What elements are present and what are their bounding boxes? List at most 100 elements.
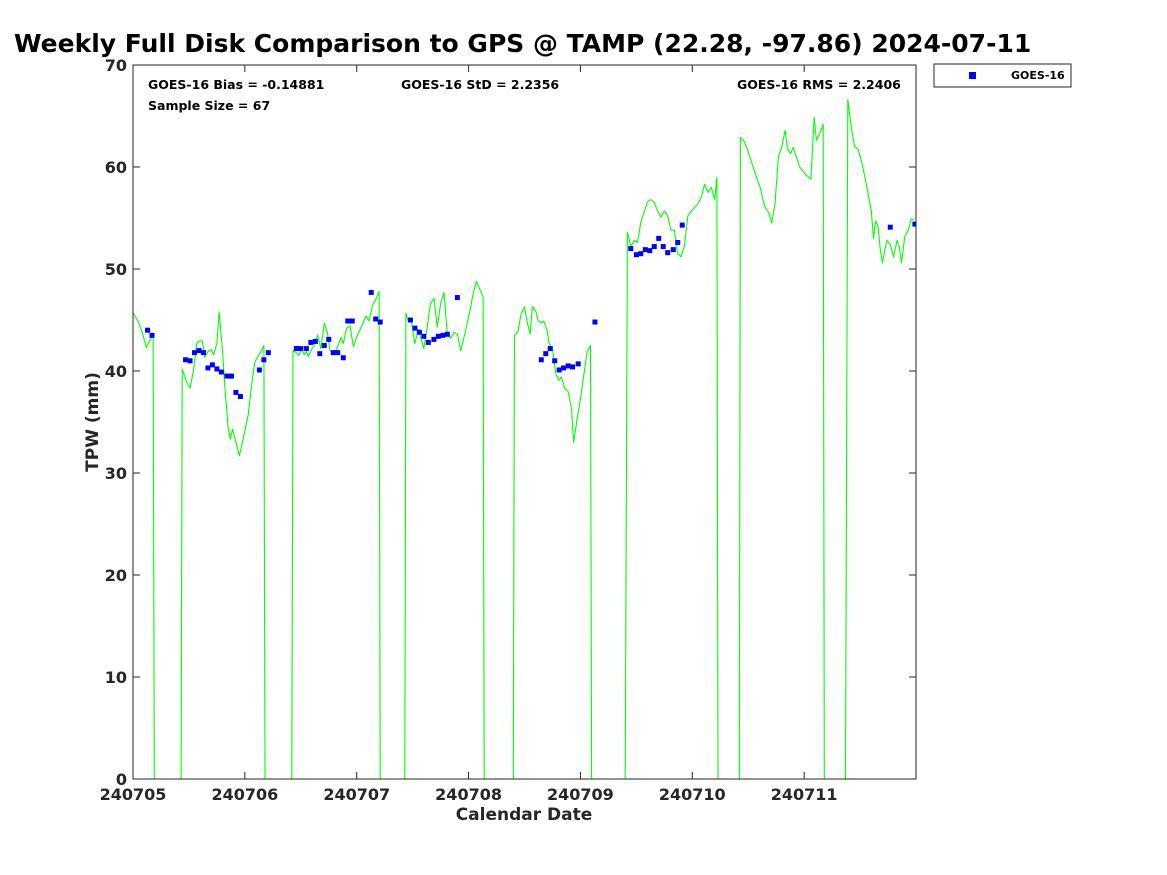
goes16-point <box>679 222 685 228</box>
goes16-point <box>628 246 634 252</box>
goes16-point <box>261 357 267 363</box>
legend-marker <box>969 72 976 79</box>
goes16-point <box>538 357 544 363</box>
y-tick-label: 50 <box>105 260 127 279</box>
goes16-point <box>425 339 431 345</box>
goes16-point <box>665 250 671 256</box>
gps-line-segment <box>844 99 915 779</box>
y-axis-label: TPW (mm) <box>83 372 103 472</box>
chart-title: Weekly Full Disk Comparison to GPS @ TAM… <box>14 29 1031 58</box>
goes16-point <box>200 350 206 356</box>
goes16-point <box>308 339 314 345</box>
legend: GOES-16 <box>933 63 1072 88</box>
goes16-point <box>349 318 355 324</box>
goes16-point <box>454 295 460 301</box>
goes16-point <box>638 251 644 257</box>
goes16-point <box>335 350 341 356</box>
goes16-point <box>912 221 916 227</box>
goes16-point <box>565 363 571 369</box>
goes16-point <box>642 247 648 253</box>
goes16-point <box>435 333 441 339</box>
goes16-point <box>183 357 189 363</box>
goes16-point <box>145 327 151 333</box>
legend-box <box>933 63 1072 88</box>
goes16-point <box>265 350 271 356</box>
goes16-point <box>205 365 211 371</box>
goes16-point <box>592 319 598 325</box>
goes16-point <box>196 348 202 354</box>
bias-stat: GOES-16 Bias = -0.14881 <box>148 77 324 92</box>
gps-line-segment <box>512 306 593 779</box>
gps-line-segment <box>180 311 266 779</box>
y-tick-label: 30 <box>105 464 127 483</box>
x-tick-label: 240709 <box>547 785 614 804</box>
y-tick-label: 40 <box>105 362 127 381</box>
goes16-point <box>303 346 309 352</box>
x-tick-label: 240710 <box>659 785 726 804</box>
sample-size-stat: Sample Size = 67 <box>148 98 270 113</box>
goes16-point <box>547 346 553 352</box>
goes16-point <box>633 252 639 258</box>
goes16-point <box>312 338 318 344</box>
goes16-point <box>556 367 562 373</box>
goes16-point <box>298 346 304 352</box>
goes16-point <box>670 247 676 253</box>
goes16-point <box>233 389 239 395</box>
goes16-point <box>412 325 418 331</box>
goes16-point <box>330 350 336 356</box>
gps-line-segment <box>738 116 825 779</box>
goes16-point <box>256 367 262 373</box>
gps-line-segment <box>404 280 485 779</box>
goes16-point <box>543 351 549 357</box>
plot-area-frame <box>132 64 917 780</box>
goes16-point <box>192 350 198 356</box>
goes16-point <box>660 244 666 250</box>
legend-label-goes16: GOES-16 <box>1011 69 1065 82</box>
goes16-point <box>340 355 346 361</box>
gps-line-segment <box>624 176 719 779</box>
goes16-point <box>647 248 653 254</box>
goes16-point <box>228 373 234 379</box>
goes16-point <box>887 224 893 230</box>
goes16-point <box>218 369 224 375</box>
goes16-point <box>214 366 220 372</box>
goes16-point <box>552 358 558 364</box>
goes16-point <box>416 329 422 335</box>
gps-line-segment <box>133 312 155 779</box>
goes16-point <box>224 373 230 379</box>
goes16-point <box>440 332 446 338</box>
goes16-point <box>149 332 155 338</box>
y-tick-label: 60 <box>105 158 127 177</box>
goes16-point <box>651 244 657 250</box>
x-tick-label: 240707 <box>323 785 390 804</box>
goes16-point <box>237 394 243 399</box>
goes16-point <box>656 235 662 241</box>
x-tick-label: 240706 <box>211 785 278 804</box>
y-tick-label: 0 <box>116 770 127 789</box>
goes16-point <box>561 365 567 371</box>
goes16-marker-series <box>145 221 916 399</box>
x-tick-label: 240708 <box>435 785 502 804</box>
x-axis: 240705 240706 240707 240708 240709 240710 2407… <box>100 65 838 804</box>
goes16-point <box>421 333 427 339</box>
y-axis: 0 10 20 30 40 50 60 70 <box>105 56 916 789</box>
gps-line-series <box>133 99 915 779</box>
goes16-point <box>345 318 351 324</box>
goes16-point <box>675 239 681 245</box>
goes16-point <box>317 351 323 357</box>
gps-line-segment <box>291 290 381 779</box>
goes16-point <box>368 289 374 295</box>
goes16-point <box>321 343 327 348</box>
rms-stat: GOES-16 RMS = 2.2406 <box>737 77 901 92</box>
goes16-point <box>444 331 450 337</box>
goes16-point <box>377 319 383 325</box>
goes16-point <box>187 358 193 364</box>
goes16-point <box>575 361 581 367</box>
std-stat: GOES-16 StD = 2.2356 <box>401 77 559 92</box>
y-tick-label: 70 <box>105 56 127 75</box>
x-tick-label: 240711 <box>771 785 838 804</box>
y-tick-label: 10 <box>105 668 127 687</box>
goes16-point <box>293 346 299 352</box>
goes16-point <box>570 364 576 370</box>
